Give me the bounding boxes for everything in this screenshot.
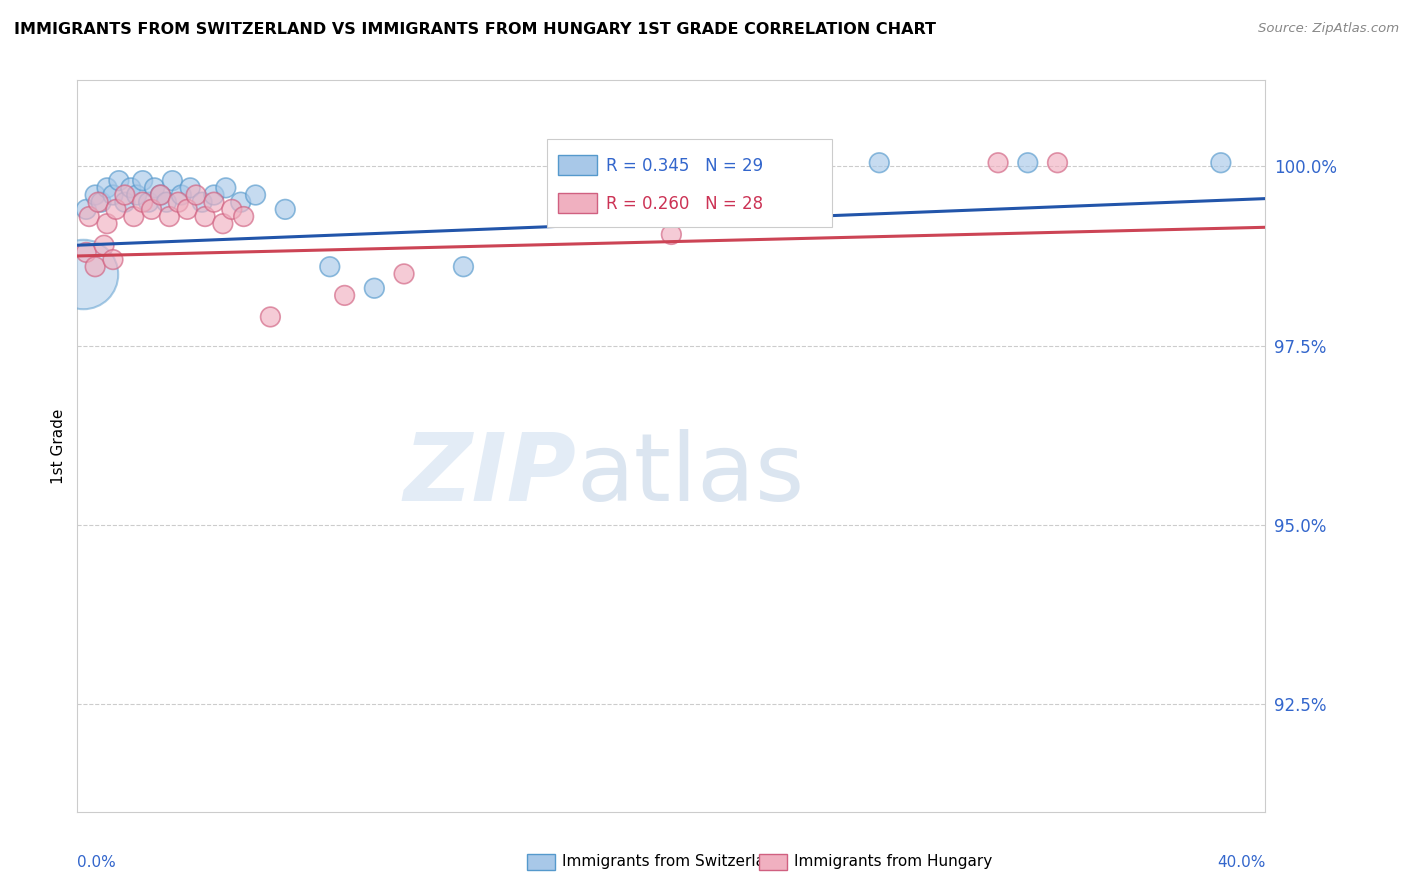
Point: [221, 202, 243, 217]
Point: [96, 181, 118, 195]
Point: [453, 260, 475, 274]
Point: [157, 210, 180, 224]
Point: [84, 260, 107, 274]
Point: [149, 188, 172, 202]
Point: [101, 188, 124, 202]
Point: [87, 195, 110, 210]
Point: [141, 202, 163, 217]
Point: [191, 195, 214, 210]
Point: [363, 281, 385, 295]
Point: [987, 155, 1010, 169]
Point: [162, 174, 184, 188]
Point: [125, 188, 148, 202]
Point: [274, 202, 297, 217]
Text: IMMIGRANTS FROM SWITZERLAND VS IMMIGRANTS FROM HUNGARY 1ST GRADE CORRELATION CHA: IMMIGRANTS FROM SWITZERLAND VS IMMIGRANT…: [14, 22, 936, 37]
Point: [131, 174, 153, 188]
Point: [202, 195, 225, 210]
Point: [108, 174, 131, 188]
Point: [138, 195, 160, 210]
Text: Immigrants from Hungary: Immigrants from Hungary: [794, 855, 993, 869]
Point: [114, 195, 136, 210]
Text: Source: ZipAtlas.com: Source: ZipAtlas.com: [1258, 22, 1399, 36]
Point: [232, 210, 254, 224]
Point: [1209, 155, 1232, 169]
Point: [131, 195, 153, 210]
Point: [170, 188, 193, 202]
Point: [245, 188, 267, 202]
Point: [215, 181, 238, 195]
Point: [143, 181, 166, 195]
Point: [202, 188, 225, 202]
Text: atlas: atlas: [576, 429, 804, 521]
Point: [229, 195, 252, 210]
Point: [392, 267, 415, 281]
Point: [72, 267, 94, 281]
Point: [120, 181, 142, 195]
Point: [194, 210, 217, 224]
Text: R = 0.345   N = 29: R = 0.345 N = 29: [606, 157, 763, 175]
Point: [75, 202, 97, 217]
Point: [1017, 155, 1039, 169]
Point: [155, 195, 177, 210]
Point: [259, 310, 281, 324]
Text: ZIP: ZIP: [404, 429, 576, 521]
Text: R = 0.260   N = 28: R = 0.260 N = 28: [606, 194, 763, 213]
Point: [75, 245, 97, 260]
Point: [319, 260, 342, 274]
Point: [84, 188, 107, 202]
Point: [114, 188, 136, 202]
Y-axis label: 1st Grade: 1st Grade: [51, 409, 66, 483]
Point: [93, 238, 115, 252]
Point: [96, 217, 118, 231]
Point: [149, 188, 172, 202]
Point: [122, 210, 145, 224]
Point: [179, 181, 201, 195]
Point: [868, 155, 890, 169]
Text: Immigrants from Switzerland: Immigrants from Switzerland: [562, 855, 785, 869]
Point: [333, 288, 356, 302]
Point: [101, 252, 124, 267]
Point: [167, 195, 190, 210]
Point: [186, 188, 208, 202]
Point: [212, 217, 235, 231]
Point: [77, 210, 100, 224]
Point: [661, 227, 683, 242]
Point: [104, 202, 127, 217]
Text: 0.0%: 0.0%: [77, 855, 117, 870]
Text: 40.0%: 40.0%: [1218, 855, 1265, 870]
Point: [176, 202, 198, 217]
Point: [1046, 155, 1069, 169]
Point: [90, 195, 112, 210]
